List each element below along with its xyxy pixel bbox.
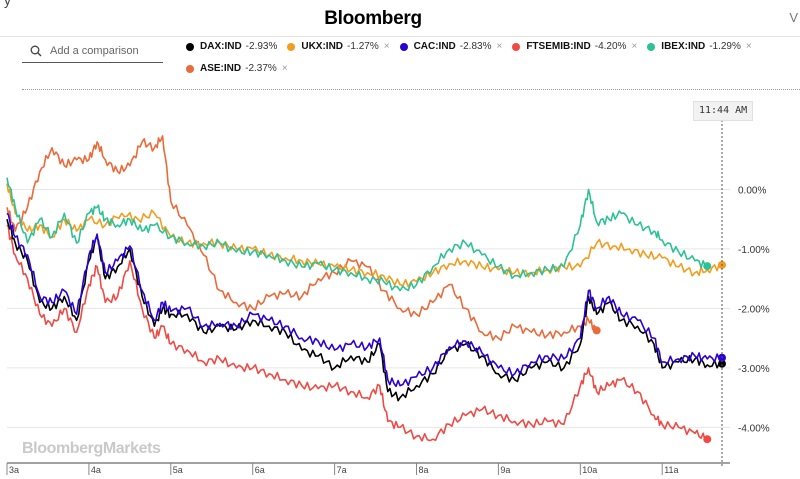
comparison-search[interactable]: [22, 40, 163, 63]
legend-ticker: UKX:IND: [301, 41, 344, 52]
series-line: [6, 212, 723, 388]
legend-color-dot: [399, 43, 408, 51]
search-icon: [30, 45, 42, 57]
legend-item[interactable]: UKX:IND -1.27% ×: [287, 40, 390, 54]
legend: DAX:IND -2.93% UKX:IND -1.27% × CAC:IND -2.83%…: [186, 40, 776, 76]
legend-color-dot: [186, 43, 194, 51]
series-end-point: [703, 435, 712, 444]
legend-ticker: FTSEMIB:IND: [526, 41, 591, 52]
legend-change: -2.93%: [245, 41, 278, 52]
legend-change: -2.83%: [459, 41, 492, 52]
legend-change: -1.27%: [347, 41, 379, 52]
x-tick-label: 6a: [255, 465, 265, 475]
series-line: [6, 183, 723, 288]
header-divider: [0, 36, 800, 37]
x-tick-label: 3a: [9, 465, 19, 475]
legend-item[interactable]: ASE:IND -2.37% ×: [186, 62, 288, 76]
current-time-badge: 11:44 AM: [693, 101, 754, 121]
legend-ticker: ASE:IND: [200, 63, 242, 74]
legend-color-dot: [287, 43, 296, 51]
close-icon[interactable]: ×: [745, 41, 752, 52]
legend-ticker: DAX:IND: [200, 41, 242, 52]
series-end-point: [718, 359, 726, 368]
legend-item[interactable]: FTSEMIB:IND -4.20% ×: [512, 40, 637, 54]
legend-change: -2.37%: [245, 63, 277, 74]
legend-ticker: IBEX:IND: [661, 41, 706, 52]
y-tick-label: -4.00%: [738, 423, 770, 434]
search-input[interactable]: [48, 44, 162, 58]
legend-divider: [22, 89, 800, 90]
y-tick-label: -1.00%: [738, 245, 770, 256]
x-tick-label: 8a: [419, 465, 429, 475]
close-icon[interactable]: ×: [383, 41, 390, 52]
y-tick-label: -2.00%: [738, 304, 770, 315]
x-tick-label: 5a: [173, 465, 183, 475]
close-icon[interactable]: ×: [496, 41, 503, 52]
series-end-point: [592, 326, 601, 335]
legend-item[interactable]: CAC:IND -2.83% ×: [399, 40, 503, 54]
x-tick-label: 4a: [91, 465, 101, 475]
x-tick-label: 11a: [664, 465, 678, 475]
brand-title: Bloomberg: [324, 8, 422, 29]
watermark: BloombergMarkets: [22, 440, 161, 457]
x-tick-label: 7a: [337, 465, 347, 475]
series-end-point: [703, 262, 712, 271]
series-line: [6, 135, 598, 341]
legend-color-dot: [186, 65, 194, 73]
x-tick-label: 9a: [500, 465, 510, 475]
edge-header-text: V: [789, 10, 798, 25]
y-tick-label: -3.00%: [738, 364, 770, 375]
legend-color-dot: [512, 43, 521, 51]
legend-item[interactable]: DAX:IND -2.93%: [186, 40, 277, 54]
legend-ticker: CAC:IND: [413, 41, 456, 52]
legend-change: -4.20%: [594, 41, 627, 52]
close-icon[interactable]: ×: [281, 63, 288, 74]
y-tick-label: 0.00%: [738, 185, 766, 196]
legend-color-dot: [647, 43, 656, 51]
close-icon[interactable]: ×: [631, 41, 638, 52]
series-line: [6, 177, 708, 292]
x-tick-label: 10a: [582, 465, 597, 475]
series-line: [6, 224, 708, 443]
legend-item[interactable]: IBEX:IND -1.29% ×: [647, 40, 752, 54]
cut-off-header-text: y: [4, 0, 11, 8]
legend-change: -1.29%: [709, 41, 741, 52]
